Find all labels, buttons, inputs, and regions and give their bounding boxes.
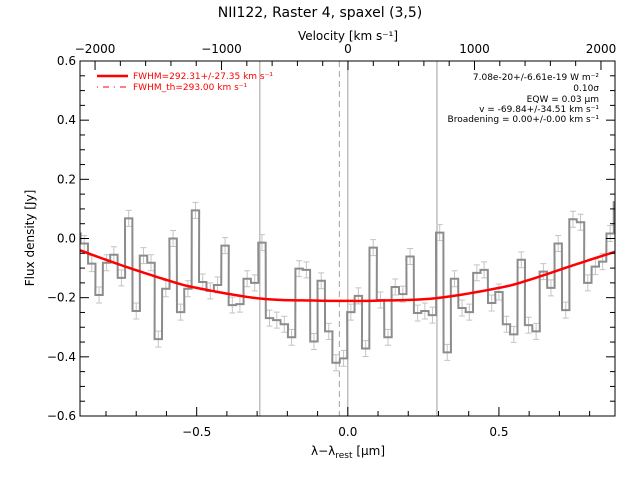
fit-curve — [79, 249, 616, 303]
y-tick-label: 0.4 — [57, 113, 76, 127]
x-tick-label: −0.5 — [182, 425, 211, 439]
x-axis-label: λ−λrest [μm] — [311, 444, 385, 461]
spectrum-step-line — [79, 201, 615, 364]
legend-label-fwhm: FWHM=292.31+/-27.35 km s⁻¹ — [133, 72, 273, 82]
x-axis-label-main: λ−λ — [311, 444, 335, 458]
annotation-sigma: 0.10σ — [573, 84, 599, 94]
legend: FWHM=292.31+/-27.35 km s⁻¹ FWHM_th=293.0… — [97, 72, 273, 93]
annotation-broadening: Broadening = 0.00+/-0.00 km s⁻¹ — [448, 115, 600, 125]
y-tick-label: 0.0 — [57, 232, 76, 246]
chart-title: NII122, Raster 4, spaxel (3,5) — [218, 5, 423, 21]
y-tick-label: 0.6 — [57, 54, 76, 68]
y-tick-label: −0.2 — [47, 291, 76, 305]
x-tick-label: 0.0 — [338, 425, 357, 439]
spectrum-series — [79, 201, 615, 364]
y-tick-label: −0.6 — [47, 409, 76, 423]
annotation-velocity: v = -69.84+/-34.51 km s⁻¹ — [479, 105, 599, 115]
top-x-axis-label: Velocity [km s⁻¹] — [298, 29, 398, 43]
x-tick-label: 0.5 — [489, 425, 508, 439]
top-x-tick-label: 1000 — [459, 42, 490, 56]
annotation-flux: 7.08e-20+/-6.61e-19 W m⁻² — [473, 73, 600, 83]
vertical-markers — [259, 61, 438, 416]
x-axis-label-tail: [μm] — [353, 444, 386, 458]
fit-annotations: 7.08e-20+/-6.61e-19 W m⁻² 0.10σ EQW = 0.… — [448, 73, 600, 125]
fit-series — [79, 249, 616, 303]
top-x-tick-label: 0 — [344, 42, 352, 56]
legend-label-fwhm-th: FWHM_th=293.00 km s⁻¹ — [133, 83, 248, 93]
axes: −0.5 0.0 0.5 −2000 −1000 0 1000 2000 −0.6 −0.4 −0.… — [47, 42, 616, 439]
annotation-eqw: EQW = 0.03 μm — [527, 95, 599, 105]
y-tick-label: 0.2 — [57, 172, 76, 186]
x-axis-label-sub: rest — [335, 451, 353, 461]
y-axis-label: Flux density [Jy] — [23, 190, 37, 287]
top-x-tick-label: −2000 — [75, 42, 116, 56]
top-x-tick-label: −1000 — [201, 42, 242, 56]
y-tick-label: −0.4 — [47, 350, 76, 364]
top-x-tick-label: 2000 — [586, 42, 617, 56]
